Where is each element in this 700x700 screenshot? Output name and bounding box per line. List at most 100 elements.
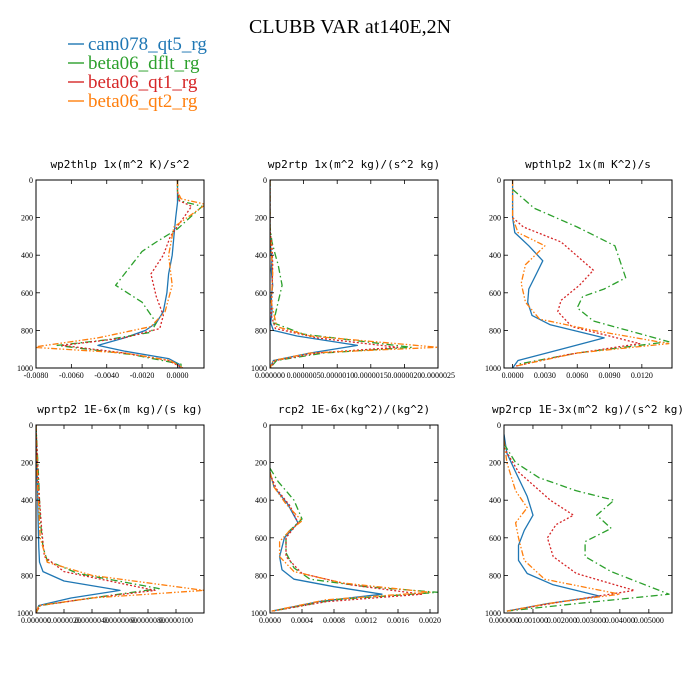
series-line — [36, 425, 204, 613]
series-line — [270, 180, 399, 368]
y-tick-label: 0 — [29, 176, 33, 185]
x-tick-label: 0.0000 — [502, 371, 524, 380]
plot-frame — [35, 179, 205, 369]
x-tick-label: 0.000000 — [21, 616, 51, 625]
series-line — [36, 425, 156, 613]
chart-panel: wp2thlp 1x(m^2 K)/s^202004006008001000-0… — [17, 158, 205, 380]
series-group — [270, 180, 438, 368]
y-tick-label: 800 — [489, 571, 501, 580]
series-line — [270, 180, 412, 368]
y-tick-label: 800 — [21, 571, 33, 580]
x-tick-label: 0.0000010 — [320, 371, 354, 380]
y-tick-label: 0 — [29, 421, 33, 430]
y-tick-label: 600 — [21, 289, 33, 298]
x-tick-label: 0.0030 — [534, 371, 556, 380]
series-line — [36, 425, 160, 613]
legend-item: beta06_qt1_rg — [68, 72, 198, 93]
x-tick-label: 0.004000 — [605, 616, 635, 625]
y-tick-label: 1000 — [485, 609, 501, 618]
series-line — [504, 443, 670, 612]
y-tick-label: 400 — [255, 251, 267, 260]
series-line — [504, 439, 621, 612]
series-line — [36, 180, 204, 368]
x-tick-label: 0.0120 — [631, 371, 653, 380]
chart-panel: wprtp2 1E-6x(m kg)/(s kg) 0 200 400 600 800 10… — [17, 403, 205, 625]
legend-label: beta06_qt1_rg — [88, 72, 198, 93]
y-tick-label: 600 — [255, 534, 267, 543]
legend-item: beta06_dflt_rg — [68, 53, 200, 74]
x-tick-label: -0.0020 — [130, 371, 155, 380]
x-tick-label: 0.0000005 — [287, 371, 321, 380]
x-tick-label: 0.002000 — [547, 616, 577, 625]
y-tick-label: 600 — [489, 534, 501, 543]
x-tick-label: 0.0012 — [355, 616, 377, 625]
panel-title: wp2rcp 1E-3x(m^2 kg)/(s^2 kg) — [492, 403, 684, 416]
x-tick-label: 0.0000060 — [103, 616, 137, 625]
legend: cam078_qt5_rgbeta06_dflt_rgbeta06_qt1_rg… — [68, 34, 207, 112]
y-tick-label: 0 — [263, 176, 267, 185]
y-tick-label: 600 — [21, 534, 33, 543]
y-tick-label: 0 — [497, 421, 501, 430]
y-tick-label: 200 — [21, 459, 33, 468]
series-line — [270, 471, 383, 612]
x-tick-label: 0.001000 — [518, 616, 548, 625]
series-line — [56, 180, 203, 368]
series-line — [270, 471, 431, 612]
y-tick-label: 800 — [489, 326, 501, 335]
y-tick-label: 200 — [21, 214, 33, 223]
x-tick-label: 0.0000100 — [159, 616, 193, 625]
y-tick-label: 200 — [489, 214, 501, 223]
y-tick-label: 0 — [497, 176, 501, 185]
plot-frame — [269, 424, 439, 614]
chart-panel: wp2rtp 1x(m^2 kg)/(s^2 kg)0 200 400 600 800 1… — [251, 158, 455, 380]
chart-panel: rcp2 1E-6x(kg^2)/(kg^2) 0 200 400 600 800 1000… — [251, 403, 441, 625]
x-tick-label: 0.0000040 — [75, 616, 109, 625]
y-tick-label: 1000 — [485, 364, 501, 373]
x-tick-label: 0.0004 — [291, 616, 313, 625]
plot-frame — [503, 424, 673, 614]
legend-item: cam078_qt5_rg — [68, 34, 207, 55]
series-line — [270, 473, 423, 612]
y-tick-label: 1000 — [251, 364, 267, 373]
series-group — [511, 180, 670, 368]
x-tick-label: 0.000000 — [489, 616, 519, 625]
y-tick-label: 800 — [255, 326, 267, 335]
x-tick-label: 0.0000 — [166, 371, 188, 380]
series-line — [61, 180, 193, 368]
panels-grid: wp2thlp 1x(m^2 K)/s^2 0 200 400 600 800 1000 -0… — [17, 158, 684, 625]
series-line — [512, 217, 641, 367]
panel-title: rcp2 1E-6x(kg^2)/(kg^2) — [278, 403, 430, 416]
x-tick-label: 0.0000080 — [131, 616, 165, 625]
y-tick-label: 200 — [255, 459, 267, 468]
series-line — [511, 180, 605, 368]
y-tick-label: 800 — [21, 326, 33, 335]
x-tick-label: 0.0000025 — [421, 371, 455, 380]
y-tick-label: 200 — [489, 459, 501, 468]
series-line — [504, 447, 635, 612]
y-tick-label: 400 — [489, 496, 501, 505]
legend-label: beta06_qt2_rg — [88, 91, 198, 112]
panel-title: wp2thlp 1x(m^2 K)/s^2 — [50, 158, 189, 171]
x-tick-label: -0.0080 — [24, 371, 49, 380]
x-tick-label: -0.0040 — [94, 371, 119, 380]
figure-title: CLUBB VAR at140E,2N — [249, 16, 451, 38]
y-tick-label: 600 — [255, 289, 267, 298]
y-tick-label: 400 — [21, 496, 33, 505]
plot-frame — [503, 179, 673, 369]
legend-label: beta06_dflt_rg — [88, 53, 200, 74]
series-group — [36, 425, 204, 613]
y-tick-label: 800 — [255, 571, 267, 580]
panel-title: wpthlp2 1x(m K^2)/s — [525, 158, 651, 171]
series-line — [512, 188, 670, 365]
x-tick-label: 0.005000 — [634, 616, 664, 625]
x-tick-label: 0.0000 — [259, 616, 281, 625]
panel-title: wp2rtp 1x(m^2 kg)/(s^2 kg) — [268, 158, 440, 171]
series-line — [36, 425, 121, 613]
x-tick-label: 0.000000 — [255, 371, 285, 380]
x-tick-label: 0.0008 — [323, 616, 345, 625]
x-tick-label: 0.0000015 — [354, 371, 388, 380]
y-tick-label: 400 — [489, 251, 501, 260]
series-line — [270, 180, 438, 368]
legend-label: cam078_qt5_rg — [88, 34, 207, 55]
